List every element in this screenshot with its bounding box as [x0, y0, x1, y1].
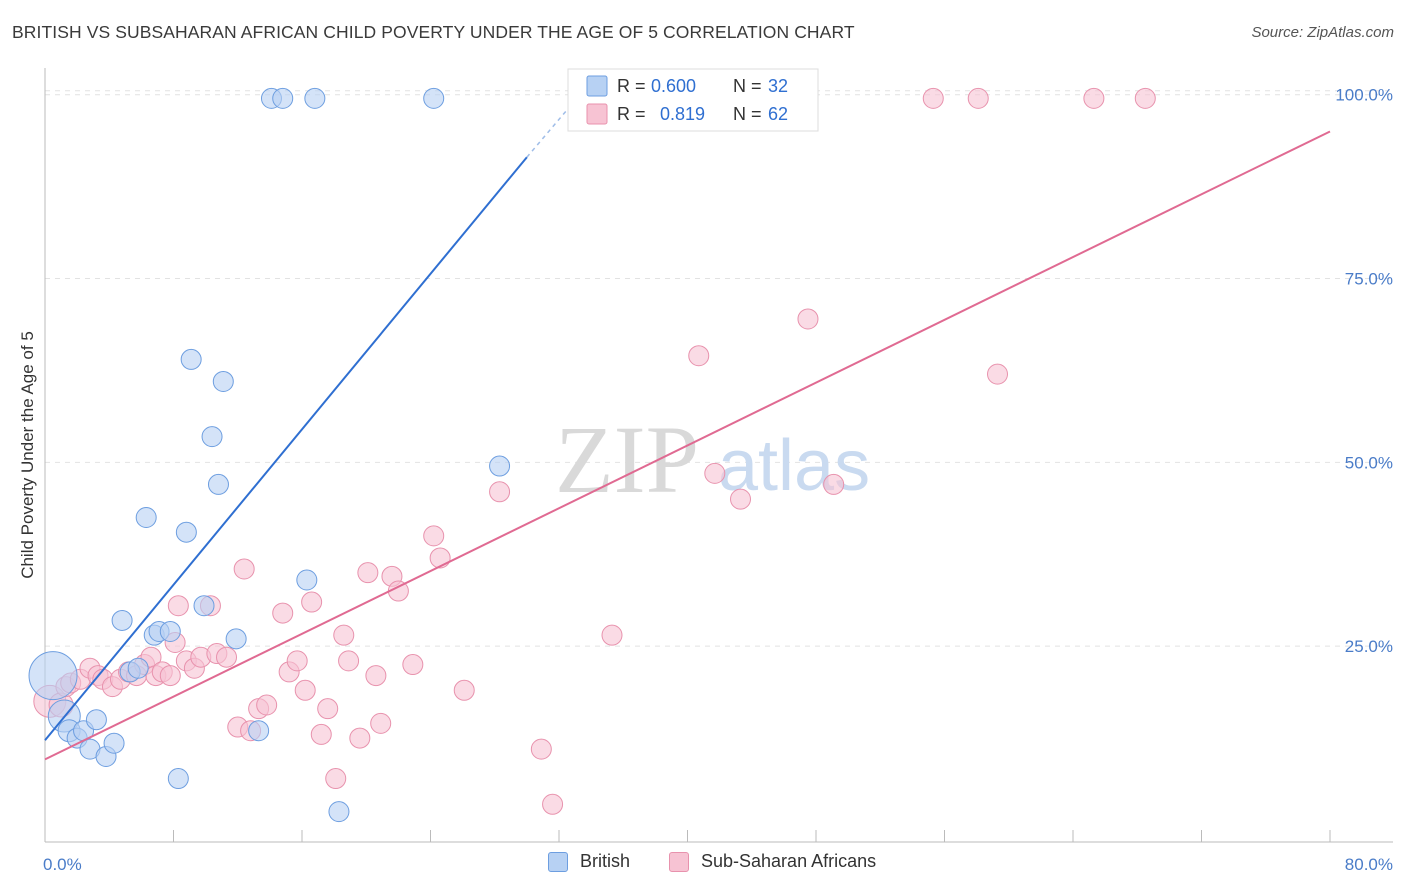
african-point [453, 679, 475, 701]
african-trend-line [44, 130, 1331, 761]
african-point [967, 87, 989, 109]
british-trend-line [44, 156, 528, 741]
african-point [688, 345, 710, 367]
source-label: Source: ZipAtlas.com [1251, 24, 1394, 41]
legend-r-value-british: 0.600 [651, 76, 696, 96]
british-point [489, 455, 511, 477]
african-point [167, 595, 189, 617]
watermark-zip: ZIP [555, 406, 699, 513]
british-point [272, 87, 294, 109]
british-point [175, 521, 197, 543]
legend-n-value-british: 32 [768, 76, 788, 96]
british-point [296, 569, 318, 591]
african-point [233, 558, 255, 580]
legend-box [567, 68, 819, 132]
african-point [333, 624, 355, 646]
african-point [530, 738, 552, 760]
y-tick-label: 50.0% [1345, 453, 1393, 472]
african-point [365, 665, 387, 687]
x-tick-label-min: 0.0% [43, 855, 82, 874]
bottom-legend-item-african: Sub-Saharan Africans [669, 851, 876, 872]
bottom-legend-item-british: British [548, 851, 630, 872]
african-point [823, 473, 845, 495]
british-point [28, 651, 78, 701]
x-tick-label-max: 80.0% [1345, 855, 1393, 874]
african-point [797, 308, 819, 330]
british-point [212, 370, 234, 392]
legend-n-value-african: 62 [768, 104, 788, 124]
african-point [216, 646, 238, 668]
african-point [704, 462, 726, 484]
british-point [328, 801, 350, 823]
british-point [248, 720, 270, 742]
african-point [357, 562, 379, 584]
bottom-legend-swatch-british [548, 851, 568, 872]
data-points [28, 87, 1156, 823]
legend-r-label-british: R = [617, 76, 646, 96]
british-point [201, 426, 223, 448]
african-point [349, 727, 371, 749]
legend-swatch-african [586, 103, 608, 125]
legend: R = 0.600 N = 32 R = 0.819 N = 62 [567, 68, 819, 132]
y-tick-label: 100.0% [1335, 86, 1393, 105]
y-tick-label: 75.0% [1345, 270, 1393, 289]
legend-r-label-african: R = [617, 104, 646, 124]
legend-r-value-african: 0.819 [660, 104, 705, 124]
african-point [489, 481, 511, 503]
african-point [601, 624, 623, 646]
african-point [402, 654, 424, 676]
african-point [159, 665, 181, 687]
african-point [429, 547, 451, 569]
british-point [85, 709, 107, 731]
british-point [135, 507, 157, 528]
african-point [370, 712, 392, 734]
legend-swatch-british [586, 75, 608, 97]
axes: 25.0% 50.0% 75.0% 100.0% [44, 68, 1393, 843]
african-point [286, 650, 308, 672]
african-point [1134, 87, 1156, 109]
british-point [304, 87, 326, 109]
y-tick-label: 25.0% [1345, 637, 1393, 656]
bottom-legend-label-british: British [580, 851, 631, 871]
african-point [338, 650, 360, 672]
african-point [256, 694, 278, 716]
british-point [127, 657, 149, 679]
african-point [301, 591, 323, 613]
british-point [225, 628, 247, 650]
african-point [272, 602, 294, 624]
bottom-legend-swatch-african [669, 851, 689, 872]
african-point [423, 525, 445, 547]
african-point [310, 723, 332, 745]
african-point [987, 363, 1009, 385]
y-axis-label: Child Poverty Under the Age of 5 [18, 331, 37, 579]
legend-n-label-african: N = [733, 104, 762, 124]
legend-n-label-british: N = [733, 76, 762, 96]
british-point [193, 595, 215, 617]
african-point [294, 679, 316, 701]
british-point [180, 348, 202, 370]
african-point [730, 488, 752, 510]
bottom-legend: British Sub-Saharan Africans [0, 851, 1406, 877]
british-point [167, 768, 189, 790]
british-point [207, 473, 229, 495]
british-point [103, 732, 125, 754]
british-point [111, 609, 133, 631]
african-point [325, 768, 347, 790]
british-point [423, 87, 445, 109]
british-point [159, 620, 181, 642]
african-point [542, 793, 564, 815]
african-point [1083, 87, 1105, 109]
watermark: ZIP atlas [555, 406, 870, 513]
chart-title: BRITISH VS SUBSAHARAN AFRICAN CHILD POVE… [12, 22, 855, 42]
bottom-legend-label-african: Sub-Saharan Africans [701, 851, 877, 871]
african-point [317, 698, 339, 720]
african-point [922, 87, 944, 109]
